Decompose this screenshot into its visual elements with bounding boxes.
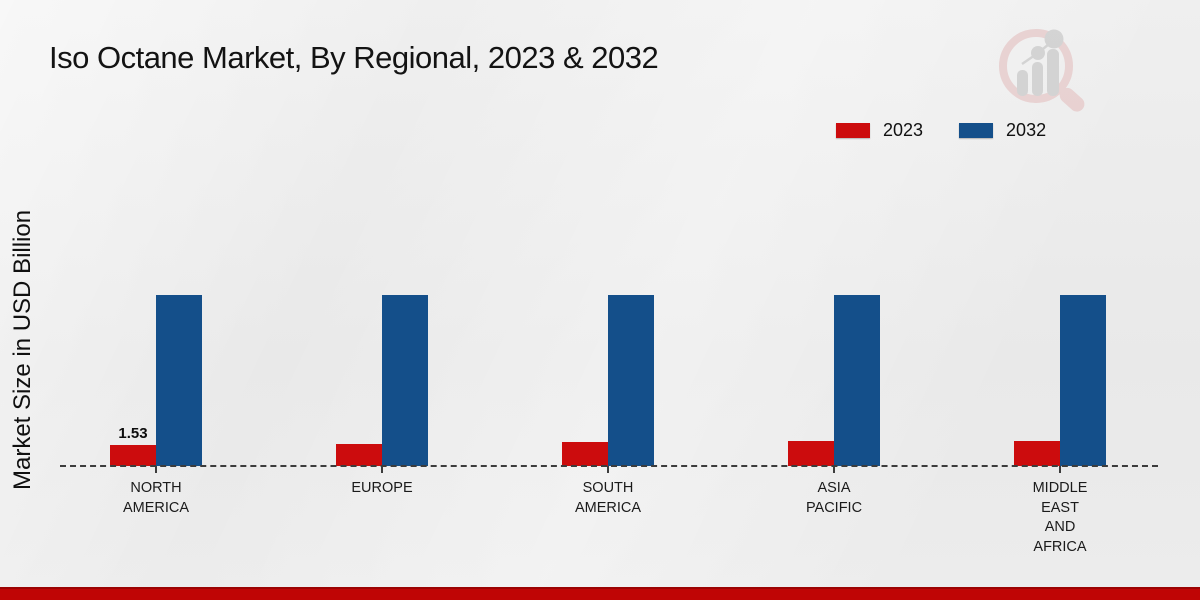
x-axis-tick-south-america [607,466,609,473]
legend-swatch-2023-icon [836,123,870,138]
bar-2032-middle-east-and-africa [1060,295,1106,466]
value-label-2023-north-america: 1.53 [118,425,148,442]
x-axis-label-north-america: NORTH AMERICA [122,480,190,516]
bar-2032-asia-pacific [834,295,880,466]
x-axis-label-south-america: SOUTH AMERICA [574,480,642,516]
x-axis-tick-asia-pacific [833,466,835,473]
x-axis-baseline [60,465,1158,467]
bar-2023-asia-pacific [788,441,834,466]
bar-2032-north-america [156,295,202,466]
bar-2023-south-america [562,442,608,466]
bar-2023-europe [336,444,382,466]
legend: 2023 2032 [836,120,1046,141]
x-axis-label-europe: EUROPE [351,480,413,496]
x-axis-tick-europe [381,466,383,473]
chart-title: Iso Octane Market, By Regional, 2023 & 2… [49,40,659,75]
legend-label-2023: 2023 [883,120,924,140]
x-axis-label-asia-pacific: ASIA PACIFIC [805,480,863,516]
y-axis-title: Market Size in USD Billion [9,209,36,491]
plot-area: 1.53 NORTH AMERICA EUROPE SOUTH AMERICA ASIA PA… [60,170,1158,555]
legend-item-2023: 2023 [836,120,923,141]
legend-item-2032: 2032 [959,120,1046,141]
bar-2023-middle-east-and-africa [1014,441,1060,466]
x-axis-tick-middle-east-and-africa [1059,466,1061,473]
x-axis-label-middle-east-and-africa: MIDDLE EAST AND AFRICA [1032,480,1088,555]
legend-swatch-2032-icon [959,123,994,138]
bar-2023-north-america [110,445,156,466]
market-research-future-logo-icon [988,22,1093,117]
footer-red-band [0,587,1200,600]
bar-2032-europe [382,295,428,466]
bar-2032-south-america [608,295,654,466]
legend-label-2032: 2032 [1006,120,1047,140]
x-axis-tick-north-america [155,466,157,473]
